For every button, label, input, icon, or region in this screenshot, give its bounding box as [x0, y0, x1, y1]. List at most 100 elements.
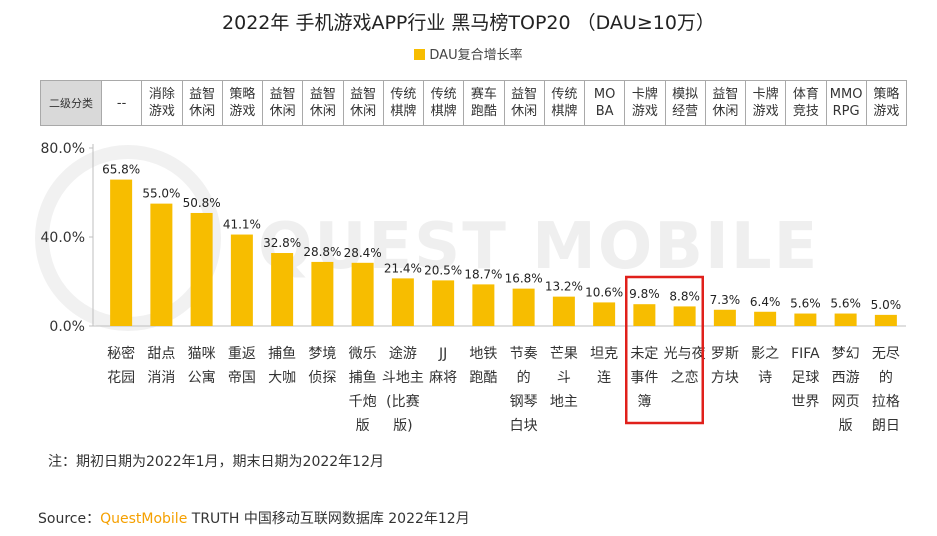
category-label: 节奏的钢琴白块 [510, 346, 538, 434]
category-label-line: 地铁 [469, 346, 497, 362]
bar [633, 304, 656, 326]
category-label-line: 足球 [791, 370, 819, 386]
category-label-line: 芒果 [550, 346, 578, 362]
data-label: 18.7% [464, 267, 502, 281]
category-label-line: 西游 [832, 370, 860, 386]
category-label-line: 版) [393, 418, 412, 434]
category-label-line: 无尽 [872, 346, 900, 362]
category-cell: 益智 休闲 [704, 80, 747, 126]
data-label: 13.2% [545, 280, 583, 294]
category-label-line: 方块 [711, 370, 739, 386]
category-label: 地铁跑酷 [469, 346, 497, 386]
category-cell: 策略 游戏 [221, 80, 264, 126]
category-table: 二级分类 -- 消除 游戏 益智 休闲 策略 游戏 益智 休闲 益智 休闲 益智 休闲 传统 棋牌 传统 棋牌赛… [40, 80, 908, 126]
data-label: 65.8% [102, 163, 140, 177]
category-label: 坦克连 [590, 346, 618, 386]
category-label: 无尽的拉格朗日 [872, 346, 900, 434]
category-label-line: 侦探 [308, 370, 336, 386]
category-label: 影之诗 [751, 346, 779, 386]
category-label-line: 钢琴 [510, 394, 538, 410]
y-tick-label: 40.0% [41, 230, 85, 246]
source-rest: TRUTH 中国移动互联网数据库 2022年12月 [187, 511, 470, 527]
data-label: 55.0% [142, 187, 180, 201]
category-label-line: 斗 [557, 370, 571, 386]
category-label: 芒果斗地主 [550, 346, 578, 410]
category-label-line: 朗日 [872, 418, 900, 434]
category-label: 重返帝国 [228, 346, 256, 386]
bar [754, 311, 777, 326]
category-label: 未定事件簿 [630, 346, 658, 410]
bar [593, 302, 616, 326]
category-label-line: (比赛 [386, 394, 419, 410]
category-label: 甜点消消 [147, 346, 175, 386]
category-cell: 益智 休闲 [302, 80, 344, 126]
bar [713, 309, 736, 326]
data-label: 28.8% [303, 245, 341, 259]
category-labels-layer: 秘密花园甜点消消猫咪公寓重返帝国捕鱼大咖梦境侦探微乐捕鱼千炮版途游斗地主(比赛版… [107, 345, 900, 434]
bar [190, 212, 213, 326]
data-label: 21.4% [384, 261, 422, 275]
data-label: 41.1% [223, 218, 261, 232]
category-label-line: 节奏 [510, 346, 538, 362]
category-cell: 传统 棋牌 [543, 80, 586, 126]
category-label-line: 未定 [630, 346, 658, 362]
category-label-line: 捕鱼 [349, 369, 377, 386]
category-label-line: 拉格 [872, 394, 900, 410]
bars-layer [110, 179, 897, 326]
labels-layer: 65.8%55.0%50.8%41.1%32.8%28.8% 28.4%21.4%… [102, 163, 901, 312]
category-label-line: 秘密 [107, 345, 135, 362]
category-cell: 策略 游戏 [865, 80, 908, 126]
data-label: 28.4% [344, 246, 382, 260]
category-label: 罗斯方块 [711, 346, 739, 386]
category-label-line: 的 [879, 370, 893, 386]
data-label: 10.6% [585, 285, 623, 299]
bar [673, 306, 696, 326]
highlight-box [625, 275, 704, 425]
footnote: 注：期初日期为2022年1月，期末日期为2022年12月 [48, 454, 384, 470]
category-cell: 模拟 经营 [664, 80, 706, 126]
bar [271, 253, 294, 326]
category-label-line: 梦境 [308, 346, 336, 362]
category-header-cell: 二级分类 [40, 80, 102, 126]
category-label: 梦幻西游网页版 [832, 346, 860, 434]
category-label: JJ 麻将 [429, 346, 457, 386]
category-label: 梦境侦探 [308, 346, 336, 386]
category-label-line: 捕鱼 [268, 345, 296, 362]
bar [432, 280, 455, 326]
category-label-line: 世界 [791, 394, 819, 410]
category-cell: 消除 游戏 [141, 80, 183, 126]
category-label-line: 重返 [228, 346, 256, 362]
category-label-line: 连 [597, 370, 611, 386]
category-cell: 传统 棋牌 [422, 80, 465, 126]
category-label-line: 跑酷 [469, 370, 497, 386]
category-label-line: 微乐 [349, 346, 377, 362]
data-label: 5.0% [871, 298, 902, 312]
legend-swatch [414, 49, 426, 60]
source-line: Source：QuestMobile TRUTH 中国移动互联网数据库 2022… [38, 508, 470, 528]
category-cell: 益智 休闲 [261, 80, 304, 126]
legend: DAU复合增长率 [0, 44, 937, 63]
category-label-line: 诗 [758, 370, 772, 386]
data-label: 32.8% [263, 236, 301, 250]
category-label-line: 之恋 [671, 369, 699, 386]
y-tick-label: 80.0% [41, 141, 85, 157]
category-label-line: 花园 [107, 370, 135, 386]
source-prefix: Source： [38, 511, 101, 527]
category-label-line: 途游 [389, 345, 417, 362]
category-label-line: 甜点 [147, 346, 175, 362]
category-cell: MO BA [583, 80, 626, 126]
category-label: FIFA 足球世界 [791, 346, 820, 410]
category-label-line: 帝国 [228, 370, 256, 386]
bar [794, 313, 817, 326]
category-label-line: 大咖 [268, 370, 296, 386]
data-label: 16.8% [505, 272, 543, 286]
category-label-line: 公寓 [188, 369, 216, 386]
data-label: 5.6% [830, 297, 861, 311]
data-label: 7.3% [710, 293, 741, 307]
bar [472, 284, 495, 326]
category-label-line: 簿 [637, 394, 651, 410]
category-cell: 卡牌 游戏 [624, 80, 666, 126]
bar [150, 203, 173, 326]
